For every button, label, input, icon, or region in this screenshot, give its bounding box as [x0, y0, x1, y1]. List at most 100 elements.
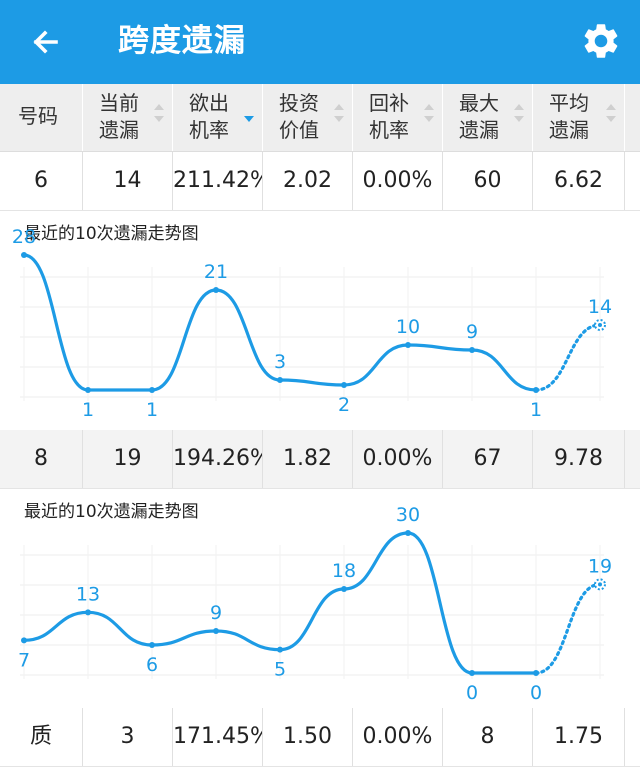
data-label: 14 [588, 296, 612, 318]
chart-title: 最近的10次遗漏走势图 [24, 224, 199, 244]
data-label: 13 [76, 583, 100, 605]
data-point [85, 609, 91, 616]
data-point [277, 377, 283, 383]
sort-icon [334, 104, 344, 128]
series-line-dotted [534, 323, 602, 392]
back-arrow-icon[interactable] [26, 22, 66, 62]
header-label: 投资 [279, 91, 319, 115]
data-point [533, 387, 539, 393]
data-point-center [598, 582, 602, 587]
data-label: 6 [146, 654, 158, 676]
header-label: 回补 [369, 91, 409, 115]
trend-chart: 最近的10次遗漏走势图 28 1 1 21 3 2 10 9 1 14 [0, 211, 640, 429]
header-max-miss[interactable]: 最大 遗漏 [443, 84, 533, 151]
data-point [149, 642, 155, 648]
data-label: 1 [530, 399, 542, 421]
data-point [149, 387, 155, 393]
header-backfill-probability[interactable]: 回补 机率 [353, 84, 443, 151]
cell-backfill-probability: 0.00% [353, 152, 443, 210]
series-line-dotted [534, 582, 602, 675]
data-point-center [598, 323, 602, 327]
header-label: 遗漏 [459, 118, 499, 142]
data-label: 30 [396, 504, 420, 526]
cell-out-probability: 211.42% [173, 152, 263, 210]
series-line [22, 531, 538, 675]
chart-svg: 7 13 6 9 5 18 30 0 0 19 [18, 504, 612, 704]
cell-current-miss: 3 [83, 708, 173, 766]
data-label: 18 [332, 560, 356, 582]
header-label: 机率 [189, 118, 229, 142]
header-label: 当前 [99, 91, 139, 115]
sort-icon [606, 104, 616, 128]
data-point [277, 646, 283, 653]
sort-desc-icon [244, 104, 254, 128]
app-bar: 跨度遗漏 [0, 0, 640, 84]
cell-out-probability: 171.45% [173, 708, 263, 766]
data-label: 5 [274, 659, 286, 681]
chart-svg: 28 1 1 21 3 2 10 9 1 14 [12, 226, 612, 421]
table-row[interactable]: 8 19 194.26% 1.82 0.00% 67 9.78 [0, 430, 640, 489]
data-label: 21 [204, 261, 228, 283]
data-label: 2 [338, 394, 350, 416]
header-label: 价值 [279, 118, 319, 142]
header-label: 机率 [369, 118, 409, 142]
table-row[interactable]: 6 14 211.42% 2.02 0.00% 60 6.62 [0, 152, 640, 211]
data-point [21, 252, 27, 258]
header-number[interactable]: 号码 [0, 84, 83, 151]
cell-number: 质 [0, 708, 83, 766]
cell-investment-value: 1.82 [263, 430, 353, 488]
data-point [341, 586, 347, 592]
cell-max-miss: 67 [443, 430, 533, 488]
data-label: 9 [210, 602, 222, 624]
cell-avg-miss: 6.62 [533, 152, 625, 210]
data-point [405, 530, 411, 536]
data-point [469, 347, 475, 353]
data-point [533, 670, 539, 676]
data-point [85, 387, 91, 393]
gear-icon[interactable] [580, 20, 622, 62]
header-label: 遗漏 [99, 118, 139, 142]
data-label: 0 [466, 682, 478, 704]
sort-icon [514, 104, 524, 128]
header-label: 平均 [549, 91, 589, 115]
table-row[interactable]: 质 3 171.45% 1.50 0.00% 8 1.75 [0, 708, 640, 767]
data-label: 10 [396, 316, 420, 338]
cell-avg-miss: 9.78 [533, 430, 625, 488]
cell-number: 8 [0, 430, 83, 488]
header-out-probability[interactable]: 欲出 机率 [173, 84, 263, 151]
cell-investment-value: 2.02 [263, 152, 353, 210]
data-label: 9 [466, 321, 478, 343]
data-label: 28 [12, 226, 36, 248]
cell-current-miss: 14 [83, 152, 173, 210]
data-point [21, 637, 27, 644]
header-current-miss[interactable]: 当前 遗漏 [83, 84, 173, 151]
page-title: 跨度遗漏 [118, 23, 246, 59]
data-label: 1 [146, 399, 158, 421]
trend-chart: 最近的10次遗漏走势图 7 13 6 9 5 18 30 0 0 19 [0, 489, 640, 707]
sort-icon [424, 104, 434, 128]
header-label: 最大 [459, 91, 499, 115]
data-point [405, 342, 411, 348]
data-point [213, 628, 219, 634]
data-label: 1 [82, 399, 94, 421]
data-point [469, 670, 475, 676]
header-label: 遗漏 [549, 118, 589, 142]
table-header: 号码 当前遗漏 欲出机率 投资价值 回补机率 最大遗漏 平均遗漏 [0, 84, 640, 152]
data-point [341, 382, 347, 388]
cell-investment-value: 1.50 [263, 708, 353, 766]
cell-backfill-probability: 0.00% [353, 430, 443, 488]
cell-out-probability: 194.26% [173, 430, 263, 488]
cell-max-miss: 8 [443, 708, 533, 766]
header-label: 欲出 [189, 91, 229, 115]
cell-backfill-probability: 0.00% [353, 708, 443, 766]
data-label: 19 [588, 555, 612, 577]
cell-current-miss: 19 [83, 430, 173, 488]
data-point [213, 287, 219, 293]
header-investment-value[interactable]: 投资 价值 [263, 84, 353, 151]
cell-avg-miss: 1.75 [533, 708, 625, 766]
data-label: 3 [274, 351, 286, 373]
header-avg-miss[interactable]: 平均 遗漏 [533, 84, 625, 151]
cell-number: 6 [0, 152, 83, 210]
cell-max-miss: 60 [443, 152, 533, 210]
header-label: 号码 [18, 104, 58, 128]
